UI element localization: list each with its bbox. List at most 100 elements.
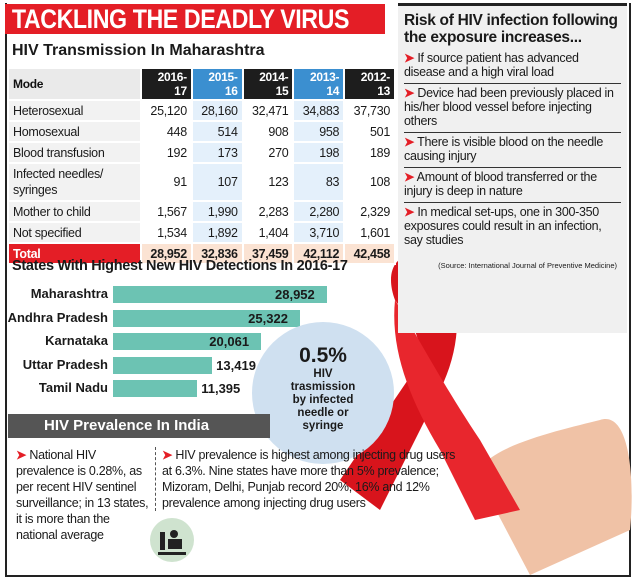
table-cell: 448 — [140, 120, 193, 143]
row-label: Blood transfusion — [6, 141, 143, 164]
risk-panel: Risk of HIV infection following the expo… — [398, 3, 627, 333]
risk-title: Risk of HIV infection following the expo… — [404, 12, 618, 46]
table-cell: 514 — [190, 120, 244, 143]
arrow-bullet-icon: ➤ — [404, 205, 415, 219]
table-cell: 3,710 — [292, 221, 346, 244]
source-note: (Source: International Journal of Preven… — [438, 261, 617, 270]
callout-value: 0.5% — [299, 344, 347, 367]
table-cell: 2,280 — [292, 200, 346, 223]
arrow-bullet-icon: ➤ — [404, 51, 415, 65]
arrow-bullet-icon: ➤ — [404, 135, 415, 149]
infographic-frame — [5, 3, 631, 577]
table-row: Heterosexual 25,120 28,160 32,471 34,883 37,7… — [6, 99, 396, 122]
bar-value-label: 13,419 — [216, 357, 256, 373]
bar-category-label: Andhra Pradesh — [7, 309, 108, 325]
table-cell: 34,883 — [292, 99, 346, 122]
bar-value-label: 25,322 — [248, 310, 288, 326]
table-cell: 32,471 — [241, 99, 295, 122]
bar — [113, 333, 262, 350]
arrow-bullet-icon: ➤ — [16, 448, 30, 462]
row-label: Total — [6, 242, 143, 265]
prevalence-text-1: National HIV prevalence is 0.28%, as per… — [16, 448, 149, 542]
column-header: 2013-14 — [292, 67, 346, 101]
table-cell: 37,730 — [343, 99, 396, 122]
bar-category-label: Karnataka — [45, 333, 108, 348]
table-cell: 1,567 — [140, 200, 193, 223]
table-row: Blood transfusion 192 173 270 198 189 — [6, 141, 396, 164]
bar-value-label: 28,952 — [275, 287, 315, 302]
bar-value-label: 11,395 — [201, 381, 241, 396]
table-row: Total 28,952 32,836 37,459 42,112 42,458 — [6, 242, 396, 265]
risk-text: In medical set-ups, one in 300-350 expos… — [404, 205, 602, 247]
prevalence-point-2: ➤ HIV prevalence is highest among inject… — [155, 447, 465, 511]
table-cell: 107 — [190, 162, 244, 202]
bar-category-label: Maharashtra — [30, 286, 108, 301]
prevalence-text-2: HIV prevalence is highest among injectin… — [162, 448, 456, 510]
column-header: Mode — [6, 67, 143, 101]
table-cell: 1,990 — [190, 200, 244, 223]
table-cell: 189 — [343, 141, 396, 164]
arrow-bullet-icon: ➤ — [404, 86, 415, 100]
table-row: Mother to child 1,567 1,990 2,283 2,280 2,329 — [6, 200, 396, 223]
bar-category-label: Uttar Pradesh — [22, 356, 108, 372]
table-cell: 198 — [292, 141, 346, 164]
risk-text: There is visible blood on the needle cau… — [404, 135, 603, 163]
table-cell: 28,160 — [190, 99, 244, 122]
risk-item: ➤ There is visible blood on the needle c… — [404, 133, 621, 168]
table-cell: 1,534 — [140, 221, 193, 244]
risk-text: Amount of blood transferred or the injur… — [404, 170, 597, 198]
bar — [113, 356, 213, 374]
table-cell: 1,404 — [241, 221, 295, 244]
risk-item: ➤ If source patient has advanced disease… — [404, 49, 621, 84]
risk-item: ➤ Device had been previously placed in h… — [404, 84, 621, 133]
table-cell: 270 — [241, 141, 295, 164]
prevalence-point-1: ➤ National HIV prevalence is 0.28%, as p… — [16, 447, 152, 543]
needle-callout: 0.5% HIV trasmission by infected needle … — [252, 322, 394, 464]
bar — [113, 380, 198, 397]
table-cell: 1,892 — [190, 221, 244, 244]
callout-text: HIV trasmission by infected needle or sy… — [290, 368, 356, 432]
table-row: Infected needles/ syringes 91 107 123 83 108 — [6, 162, 396, 202]
risk-text: Device had been previously placed in his… — [404, 86, 614, 128]
bar-value-label: 20,061 — [209, 334, 250, 349]
table-row: Not specified 1,534 1,892 1,404 3,710 1,601 — [6, 221, 396, 244]
table-cell: 958 — [292, 120, 346, 143]
prevalence-title: HIV Prevalence In India — [8, 414, 270, 438]
row-label: Homosexual — [6, 120, 143, 143]
column-header: 2016-17 — [140, 67, 193, 101]
column-header: 2015-16 — [190, 67, 244, 101]
table-cell: 192 — [140, 141, 193, 164]
table-cell: 25,120 — [140, 99, 193, 122]
table-cell: 908 — [241, 120, 295, 143]
table-cell: 1,601 — [343, 221, 396, 244]
column-header: 2012-13 — [343, 67, 396, 101]
table-cell: 42,458 — [343, 242, 396, 265]
table-cell: 2,329 — [343, 200, 396, 223]
risk-item: ➤ Amount of blood transferred or the inj… — [404, 168, 621, 203]
table-cell: 32,836 — [190, 242, 244, 265]
arrow-bullet-icon: ➤ — [404, 170, 415, 184]
table-cell: 28,952 — [140, 242, 193, 265]
transmission-table: Mode 2016-17 2015-16 2014-15 2013-14 201… — [6, 67, 396, 265]
arrow-bullet-icon: ➤ — [162, 448, 176, 462]
row-label: Infected needles/ syringes — [6, 162, 143, 202]
risk-list: ➤ If source patient has advanced disease… — [404, 49, 621, 251]
column-header: 2014-15 — [241, 67, 295, 101]
row-label: Heterosexual — [6, 99, 143, 122]
table-row: Homosexual 448 514 908 958 501 — [6, 120, 396, 143]
table-cell: 83 — [292, 162, 346, 202]
table-cell: 501 — [343, 120, 396, 143]
bar — [113, 286, 327, 303]
main-title: TACKLING THE DEADLY VIRUS — [11, 4, 350, 34]
main-title-bar: TACKLING THE DEADLY VIRUS — [5, 4, 385, 34]
table-cell: 37,459 — [241, 242, 295, 265]
table-title: HIV Transmission In Maharashtra — [12, 42, 265, 59]
drug-user-icon — [150, 518, 194, 562]
table-cell: 173 — [190, 141, 244, 164]
table-header-row: Mode 2016-17 2015-16 2014-15 2013-14 201… — [6, 67, 396, 101]
bar — [113, 309, 301, 327]
bar-category-label: Tamil Nadu — [38, 380, 108, 395]
risk-text: If source patient has advanced disease a… — [404, 51, 579, 79]
row-label: Mother to child — [6, 200, 143, 223]
table-cell: 123 — [241, 162, 295, 202]
